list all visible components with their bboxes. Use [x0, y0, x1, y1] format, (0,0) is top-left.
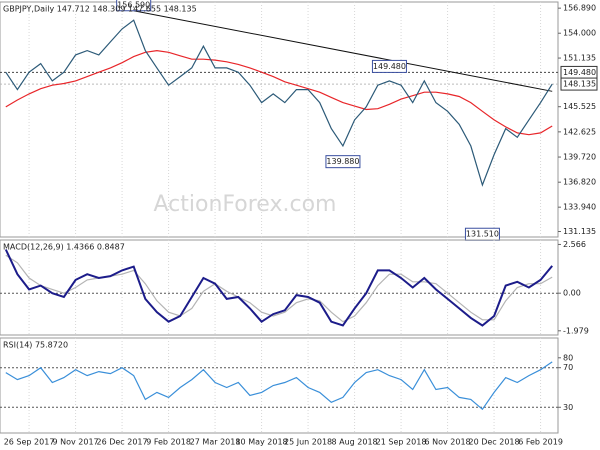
- y-tick-label: 2.566: [563, 240, 586, 249]
- y-tick-label: 70: [563, 363, 573, 372]
- y-tick-label: 142.625: [563, 127, 596, 136]
- x-tick-label: 9 Nov 2017: [52, 438, 98, 447]
- annotation-label: 156.590: [117, 0, 150, 9]
- panel-title: RSI(14) 75.8720: [3, 341, 68, 350]
- x-tick-label: 25 Jun 2018: [284, 438, 332, 447]
- series-line: [4, 249, 553, 327]
- y-tick-label: 156.890: [563, 4, 596, 13]
- watermark: ActionForex.com: [154, 192, 337, 217]
- y-tick-label: 131.135: [563, 227, 596, 236]
- annotation-box: [325, 155, 361, 169]
- y-tick-label: 145.525: [563, 102, 596, 111]
- price-box-label: 148.135: [563, 80, 596, 89]
- x-tick-label: 10 May 2018: [235, 438, 287, 447]
- y-tick-label: 151.135: [563, 54, 596, 63]
- y-tick-label: 154.000: [563, 29, 596, 38]
- x-tick-label: 26 Dec 2017: [97, 438, 148, 447]
- price-box-label: 149.480: [563, 68, 596, 77]
- panel-frame: [0, 239, 559, 336]
- y-tick-label: 133.940: [563, 203, 596, 212]
- y-tick-label: 30: [563, 403, 573, 412]
- x-tick-label: 21 Sep 2018: [376, 438, 427, 447]
- trend-line: [133, 10, 553, 92]
- annotation-box: [116, 0, 152, 12]
- panel-title: GBPJPY,Daily 147.712 148.309 147.655 148…: [3, 5, 197, 14]
- x-tick-label: 27 Mar 2018: [190, 438, 241, 447]
- x-tick-label: 8 Aug 2018: [331, 438, 377, 447]
- annotation-box: [371, 59, 407, 73]
- price-box: [560, 77, 598, 91]
- x-tick-label: 20 Dec 2018: [469, 438, 520, 447]
- y-tick-label: 0.00: [563, 289, 581, 298]
- y-tick-label: 80: [563, 353, 573, 362]
- x-tick-label: 9 Feb 2018: [146, 438, 191, 447]
- y-tick-label: 136.820: [563, 178, 596, 187]
- annotation-label: 139.880: [326, 157, 359, 166]
- x-tick-label: 6 Feb 2019: [518, 438, 563, 447]
- annotation-label: 149.480: [373, 62, 406, 71]
- series-line: [5, 19, 553, 187]
- x-tick-label: 26 Sep 2017: [4, 438, 55, 447]
- panel-frame: [0, 1, 559, 238]
- y-tick-label: -1.979: [563, 326, 589, 335]
- annotation-label: 131.510: [466, 230, 499, 239]
- series-line: [5, 49, 553, 136]
- y-tick-label: 139.720: [563, 153, 596, 162]
- panel-frame: [0, 337, 559, 434]
- x-tick-label: 6 Nov 2018: [424, 438, 470, 447]
- panel-title: MACD(12,26,9) 1.4366 0.8487: [3, 243, 125, 252]
- series-line: [5, 361, 553, 411]
